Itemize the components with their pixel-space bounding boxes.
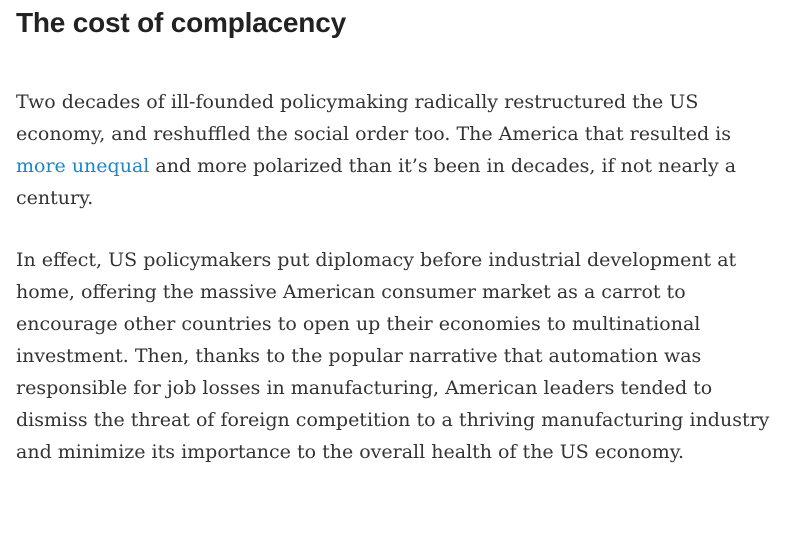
- paragraph-2: In effect, US policymakers put diplomacy…: [16, 249, 770, 463]
- paragraph-1-text-end: and more polarized than it’s been in dec…: [16, 155, 737, 209]
- section-heading: The cost of complacency: [16, 7, 346, 38]
- more-unequal-link[interactable]: more unequal: [16, 155, 150, 177]
- paragraph-1-text-start: Two decades of ill-founded policymaking …: [16, 91, 731, 145]
- article-section: The cost of complacency Two decades of i…: [16, 0, 786, 468]
- paragraph-1: Two decades of ill-founded policymaking …: [16, 86, 786, 214]
